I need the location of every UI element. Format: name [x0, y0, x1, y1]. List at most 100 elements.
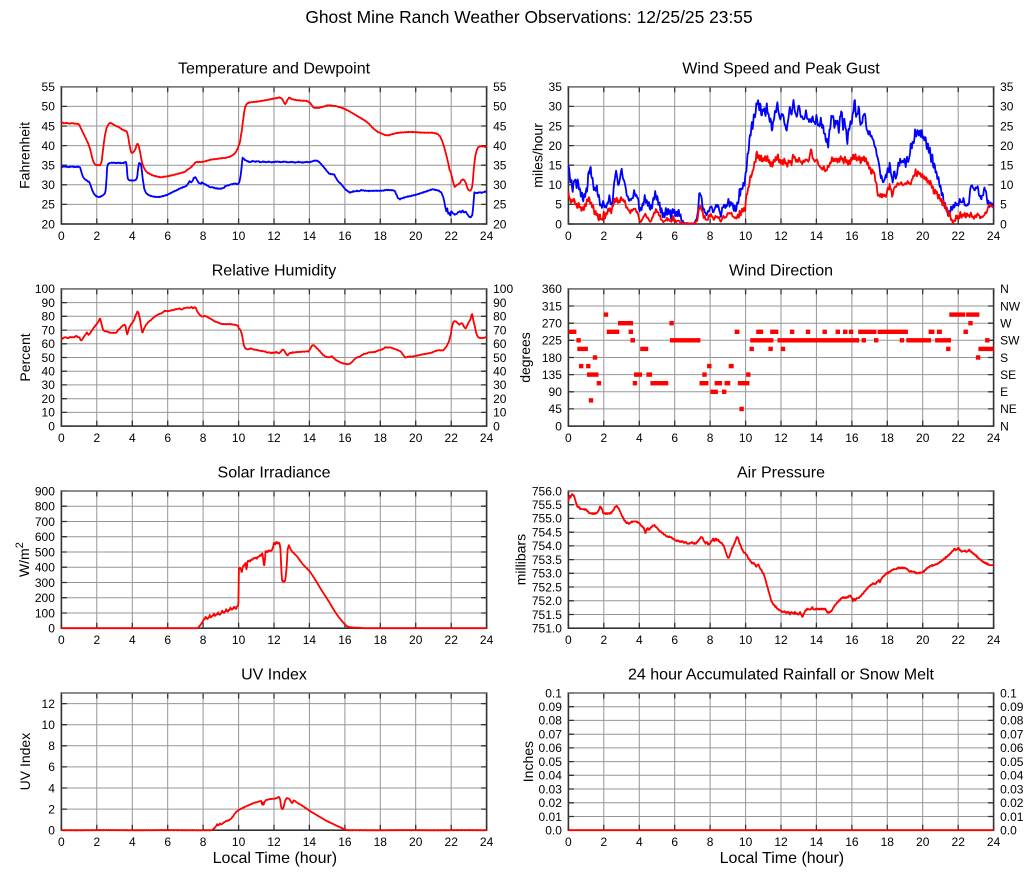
svg-text:S: S [1000, 351, 1008, 365]
svg-text:16: 16 [845, 633, 859, 647]
svg-text:Fahrenheit: Fahrenheit [17, 122, 33, 189]
svg-text:22: 22 [952, 229, 966, 243]
svg-text:80: 80 [42, 310, 56, 324]
svg-text:6: 6 [164, 431, 171, 445]
svg-text:22: 22 [445, 835, 459, 849]
svg-text:Wind Speed and Peak Gust: Wind Speed and Peak Gust [682, 60, 880, 77]
svg-text:18: 18 [374, 633, 388, 647]
svg-text:60: 60 [493, 337, 507, 351]
svg-text:Air Pressure: Air Pressure [737, 465, 825, 482]
svg-text:0.04: 0.04 [539, 769, 563, 783]
svg-text:18: 18 [881, 431, 895, 445]
svg-text:0: 0 [493, 419, 500, 433]
svg-text:8: 8 [707, 835, 714, 849]
svg-text:SW: SW [1000, 334, 1020, 348]
svg-text:754.0: 754.0 [532, 539, 562, 553]
svg-text:90: 90 [42, 296, 56, 310]
svg-text:6: 6 [164, 835, 171, 849]
svg-text:30: 30 [42, 378, 56, 392]
svg-text:0.08: 0.08 [1000, 714, 1024, 728]
svg-text:16: 16 [845, 229, 859, 243]
svg-text:10: 10 [739, 633, 753, 647]
svg-text:8: 8 [200, 633, 207, 647]
svg-text:22: 22 [445, 431, 459, 445]
svg-text:12: 12 [267, 431, 281, 445]
svg-text:4: 4 [48, 781, 55, 795]
svg-text:15: 15 [1000, 159, 1014, 173]
svg-text:24: 24 [987, 835, 1001, 849]
svg-text:miles/hour: miles/hour [530, 123, 546, 188]
svg-text:35: 35 [549, 80, 563, 94]
svg-text:W: W [1000, 317, 1012, 331]
svg-text:0: 0 [555, 217, 562, 231]
svg-text:25: 25 [1000, 119, 1014, 133]
svg-text:30: 30 [493, 178, 507, 192]
svg-text:2: 2 [93, 633, 100, 647]
svg-text:35: 35 [493, 159, 507, 173]
svg-text:100: 100 [35, 282, 55, 296]
svg-text:2: 2 [600, 229, 607, 243]
svg-text:20: 20 [549, 139, 563, 153]
svg-text:0.0: 0.0 [1000, 824, 1017, 838]
svg-text:25: 25 [42, 198, 56, 212]
svg-text:18: 18 [881, 835, 895, 849]
svg-text:40: 40 [493, 365, 507, 379]
svg-text:22: 22 [445, 633, 459, 647]
svg-text:14: 14 [303, 431, 317, 445]
svg-text:NE: NE [1000, 402, 1017, 416]
svg-text:600: 600 [35, 530, 55, 544]
svg-text:0.02: 0.02 [539, 796, 563, 810]
svg-text:12: 12 [774, 229, 788, 243]
svg-text:22: 22 [952, 633, 966, 647]
svg-text:N: N [1000, 282, 1009, 296]
svg-text:20: 20 [409, 633, 423, 647]
svg-text:18: 18 [374, 835, 388, 849]
svg-text:12: 12 [774, 835, 788, 849]
svg-text:20: 20 [493, 392, 507, 406]
svg-text:700: 700 [35, 515, 55, 529]
svg-text:45: 45 [549, 402, 563, 416]
svg-text:14: 14 [303, 633, 317, 647]
svg-text:900: 900 [35, 484, 55, 498]
svg-text:24 hour Accumulated Rainfall o: 24 hour Accumulated Rainfall or Snow Mel… [628, 667, 934, 684]
svg-text:24: 24 [987, 431, 1001, 445]
svg-text:40: 40 [42, 365, 56, 379]
svg-text:18: 18 [881, 229, 895, 243]
svg-text:4: 4 [636, 835, 643, 849]
svg-text:16: 16 [845, 835, 859, 849]
svg-text:10: 10 [549, 178, 563, 192]
svg-text:10: 10 [42, 406, 56, 420]
svg-text:12: 12 [267, 229, 281, 243]
svg-text:20: 20 [1000, 139, 1014, 153]
svg-text:6: 6 [48, 760, 55, 774]
svg-text:Ghost Mine Ranch Weather Obser: Ghost Mine Ranch Weather Observations: 1… [305, 7, 752, 27]
svg-text:14: 14 [810, 835, 824, 849]
svg-text:35: 35 [42, 159, 56, 173]
svg-text:0: 0 [565, 431, 572, 445]
svg-text:10: 10 [739, 229, 753, 243]
svg-text:Temperature and Dewpoint: Temperature and Dewpoint [178, 60, 371, 77]
svg-text:40: 40 [493, 139, 507, 153]
svg-text:Local Time (hour): Local Time (hour) [213, 850, 338, 867]
svg-text:753.0: 753.0 [532, 567, 562, 581]
svg-text:751.5: 751.5 [532, 608, 562, 622]
svg-text:6: 6 [164, 633, 171, 647]
svg-text:0.06: 0.06 [1000, 741, 1024, 755]
svg-text:20: 20 [42, 392, 56, 406]
svg-text:4: 4 [636, 229, 643, 243]
svg-text:60: 60 [42, 337, 56, 351]
svg-text:8: 8 [707, 431, 714, 445]
svg-text:0.05: 0.05 [1000, 755, 1024, 769]
svg-text:24: 24 [987, 229, 1001, 243]
svg-text:20: 20 [916, 431, 930, 445]
svg-text:10: 10 [493, 406, 507, 420]
svg-text:10: 10 [739, 431, 753, 445]
svg-text:90: 90 [493, 296, 507, 310]
svg-text:10: 10 [232, 835, 246, 849]
svg-text:5: 5 [555, 198, 562, 212]
svg-text:W/m2: W/m2 [14, 542, 32, 577]
svg-text:30: 30 [1000, 100, 1014, 114]
svg-text:55: 55 [493, 80, 507, 94]
svg-text:12: 12 [774, 633, 788, 647]
svg-text:12: 12 [267, 633, 281, 647]
